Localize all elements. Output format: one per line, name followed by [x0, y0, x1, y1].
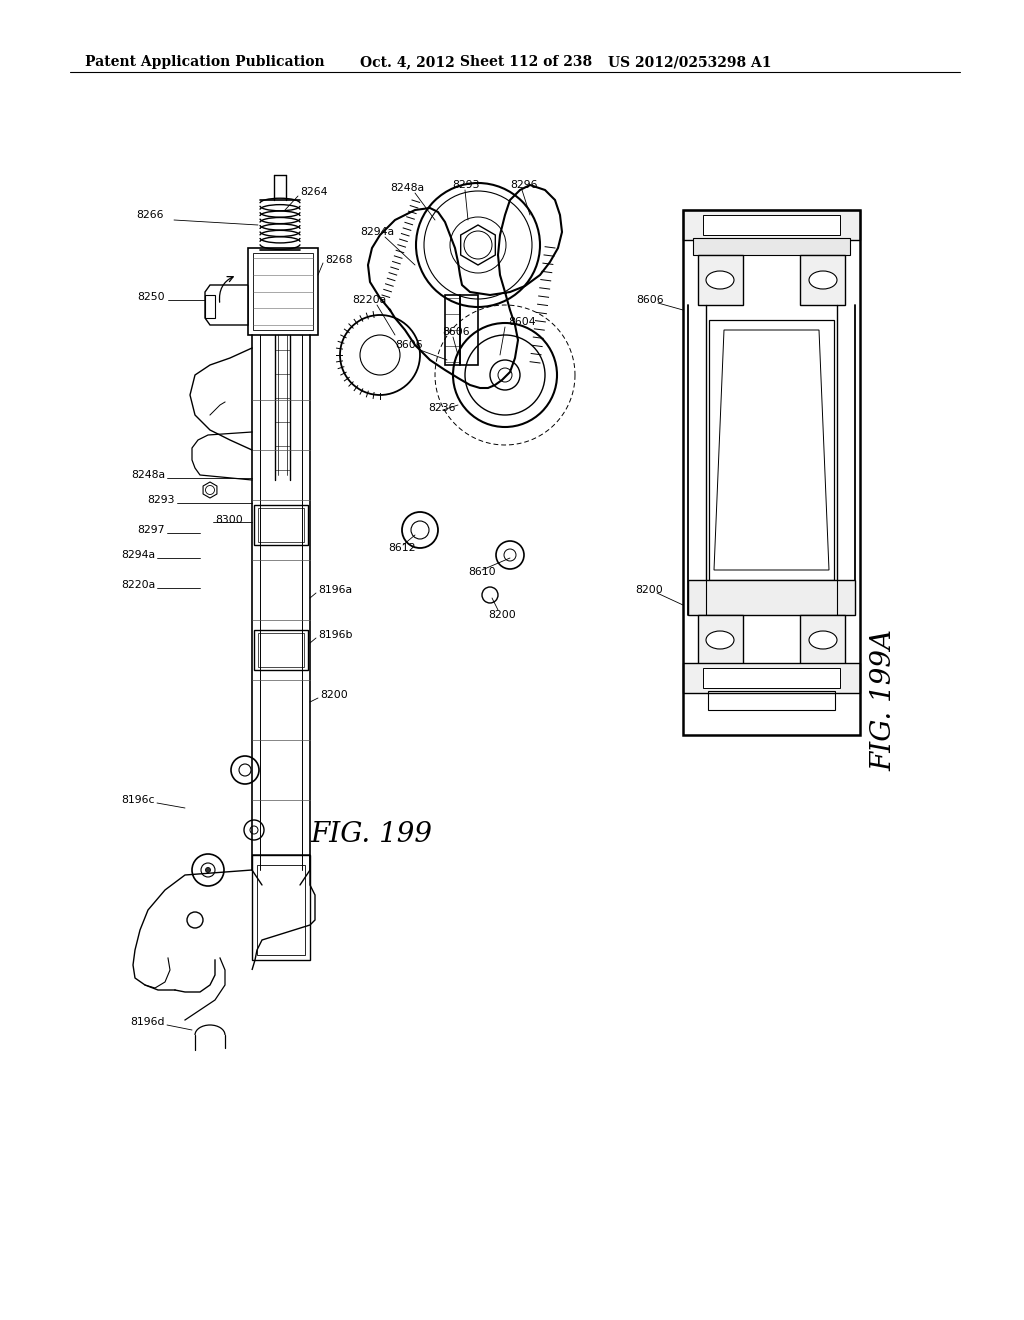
Circle shape — [206, 867, 211, 873]
Ellipse shape — [809, 271, 837, 289]
Polygon shape — [698, 255, 743, 305]
Text: 8294a: 8294a — [360, 227, 394, 238]
Text: 8606: 8606 — [636, 294, 664, 305]
Text: 8296: 8296 — [510, 180, 538, 190]
Text: 8220a: 8220a — [121, 579, 155, 590]
Polygon shape — [709, 319, 834, 579]
Text: Patent Application Publication: Patent Application Publication — [85, 55, 325, 69]
Polygon shape — [703, 215, 840, 235]
Text: Sheet 112 of 238: Sheet 112 of 238 — [460, 55, 592, 69]
Text: 8200: 8200 — [319, 690, 348, 700]
Text: Oct. 4, 2012: Oct. 4, 2012 — [360, 55, 455, 69]
Text: 8294a: 8294a — [121, 550, 155, 560]
Text: 8266: 8266 — [136, 210, 164, 220]
Text: 8604: 8604 — [508, 317, 536, 327]
Text: FIG. 199: FIG. 199 — [310, 821, 432, 849]
Text: FIG. 199A: FIG. 199A — [870, 630, 897, 771]
Text: 8606: 8606 — [395, 341, 423, 350]
Text: 8250: 8250 — [137, 292, 165, 302]
Text: 8196b: 8196b — [318, 630, 352, 640]
Ellipse shape — [706, 271, 734, 289]
Text: 8264: 8264 — [300, 187, 328, 197]
Polygon shape — [683, 210, 860, 240]
Text: 8248a: 8248a — [131, 470, 165, 480]
Text: 8196c: 8196c — [122, 795, 155, 805]
Polygon shape — [688, 579, 855, 615]
Text: 8268: 8268 — [325, 255, 352, 265]
Polygon shape — [703, 668, 840, 688]
Polygon shape — [698, 615, 743, 665]
Text: 8200: 8200 — [488, 610, 516, 620]
Text: US 2012/0253298 A1: US 2012/0253298 A1 — [608, 55, 771, 69]
Text: 8293: 8293 — [452, 180, 479, 190]
Text: 8200: 8200 — [635, 585, 663, 595]
Text: 8220a: 8220a — [352, 294, 386, 305]
Text: 8248a: 8248a — [390, 183, 424, 193]
Ellipse shape — [809, 631, 837, 649]
Polygon shape — [800, 615, 845, 665]
Text: 8236: 8236 — [428, 403, 456, 413]
Polygon shape — [683, 663, 860, 693]
Text: 8612: 8612 — [388, 543, 416, 553]
Polygon shape — [800, 255, 845, 305]
Text: 8610: 8610 — [468, 568, 496, 577]
Text: 8196a: 8196a — [318, 585, 352, 595]
Text: 8606: 8606 — [442, 327, 470, 337]
Text: 8300: 8300 — [215, 515, 243, 525]
Text: 8196d: 8196d — [130, 1016, 165, 1027]
Ellipse shape — [706, 631, 734, 649]
Polygon shape — [693, 238, 850, 255]
Text: 8297: 8297 — [137, 525, 165, 535]
Text: 8293: 8293 — [147, 495, 175, 506]
